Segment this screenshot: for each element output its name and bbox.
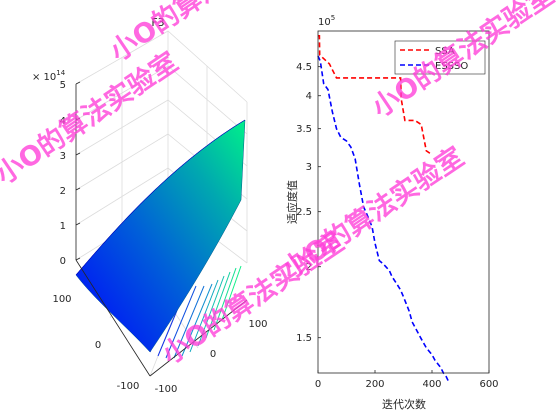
surface-axis-lines	[75, 81, 248, 377]
legend: SSA ESSSO	[394, 40, 486, 75]
x-tick-label: 400	[422, 379, 441, 390]
series-line-essso	[317, 55, 450, 384]
y-tick-label: 100	[52, 294, 71, 305]
y-tick-label: 4	[306, 91, 312, 102]
convergence-plot: 0 200 400 600 1.5 2 2.5 3 3.5 4 4.5 105 迭代次数 适应度值…	[285, 14, 499, 411]
legend-label-essso: ESSSO	[435, 61, 468, 72]
y-tick-labels-3d: 100 0 -100	[52, 294, 139, 392]
x-ticks: 0 200 400 600	[315, 370, 499, 390]
z-tick-label: 2	[60, 186, 66, 197]
watermark-text: 小O的算法实验室	[104, 0, 298, 68]
x-tick-label: 100	[248, 319, 267, 330]
series-layer	[317, 34, 450, 384]
z-tick-label: 3	[60, 151, 66, 162]
x-axis-label: 迭代次数	[382, 397, 426, 411]
x-tick-labels-3d: -100 0 100	[155, 319, 268, 395]
x-tick-label: 0	[210, 349, 216, 360]
y-tick-label: 0	[95, 340, 101, 351]
z-tick-labels: 0 1 2 3 4 5	[60, 80, 66, 267]
plot-area	[318, 31, 489, 373]
y-tick-label: 2.5	[296, 207, 312, 218]
x-tick-label: 0	[315, 379, 321, 390]
y-tick-label: 2	[306, 262, 312, 273]
y-tick-label: -100	[117, 381, 140, 392]
z-tick-label: 5	[60, 80, 66, 91]
plot-frame	[317, 30, 490, 374]
y-tick-label: 3.5	[296, 124, 312, 135]
surface-edge	[75, 119, 246, 276]
z-tick-label: 1	[60, 221, 66, 232]
y-axis-label: 适应度值	[285, 180, 299, 224]
series-line-ssa	[318, 34, 433, 156]
x-tick-label: 200	[365, 379, 384, 390]
surface-title: F3	[151, 16, 164, 29]
y-ticks: 1.5 2 2.5 3 3.5 4 4.5	[296, 62, 321, 344]
legend-box	[394, 40, 486, 75]
y-tick-label: 4.5	[296, 62, 312, 73]
x-tick-label: -100	[155, 384, 178, 395]
y-tick-label: 3	[306, 162, 312, 173]
legend-label-ssa: SSA	[435, 46, 455, 57]
surface-plot: F3 × 1014 0 1 2 3 4 5 100 0 -100 -100 0 …	[32, 16, 268, 395]
z-exponent: × 1014	[32, 69, 66, 83]
z-tick-label: 4	[60, 116, 66, 127]
y-tick-label: 1.5	[296, 333, 312, 344]
x-tick-label: 600	[479, 379, 498, 390]
z-tick-label: 0	[60, 256, 66, 267]
y-exponent: 105	[318, 14, 335, 28]
